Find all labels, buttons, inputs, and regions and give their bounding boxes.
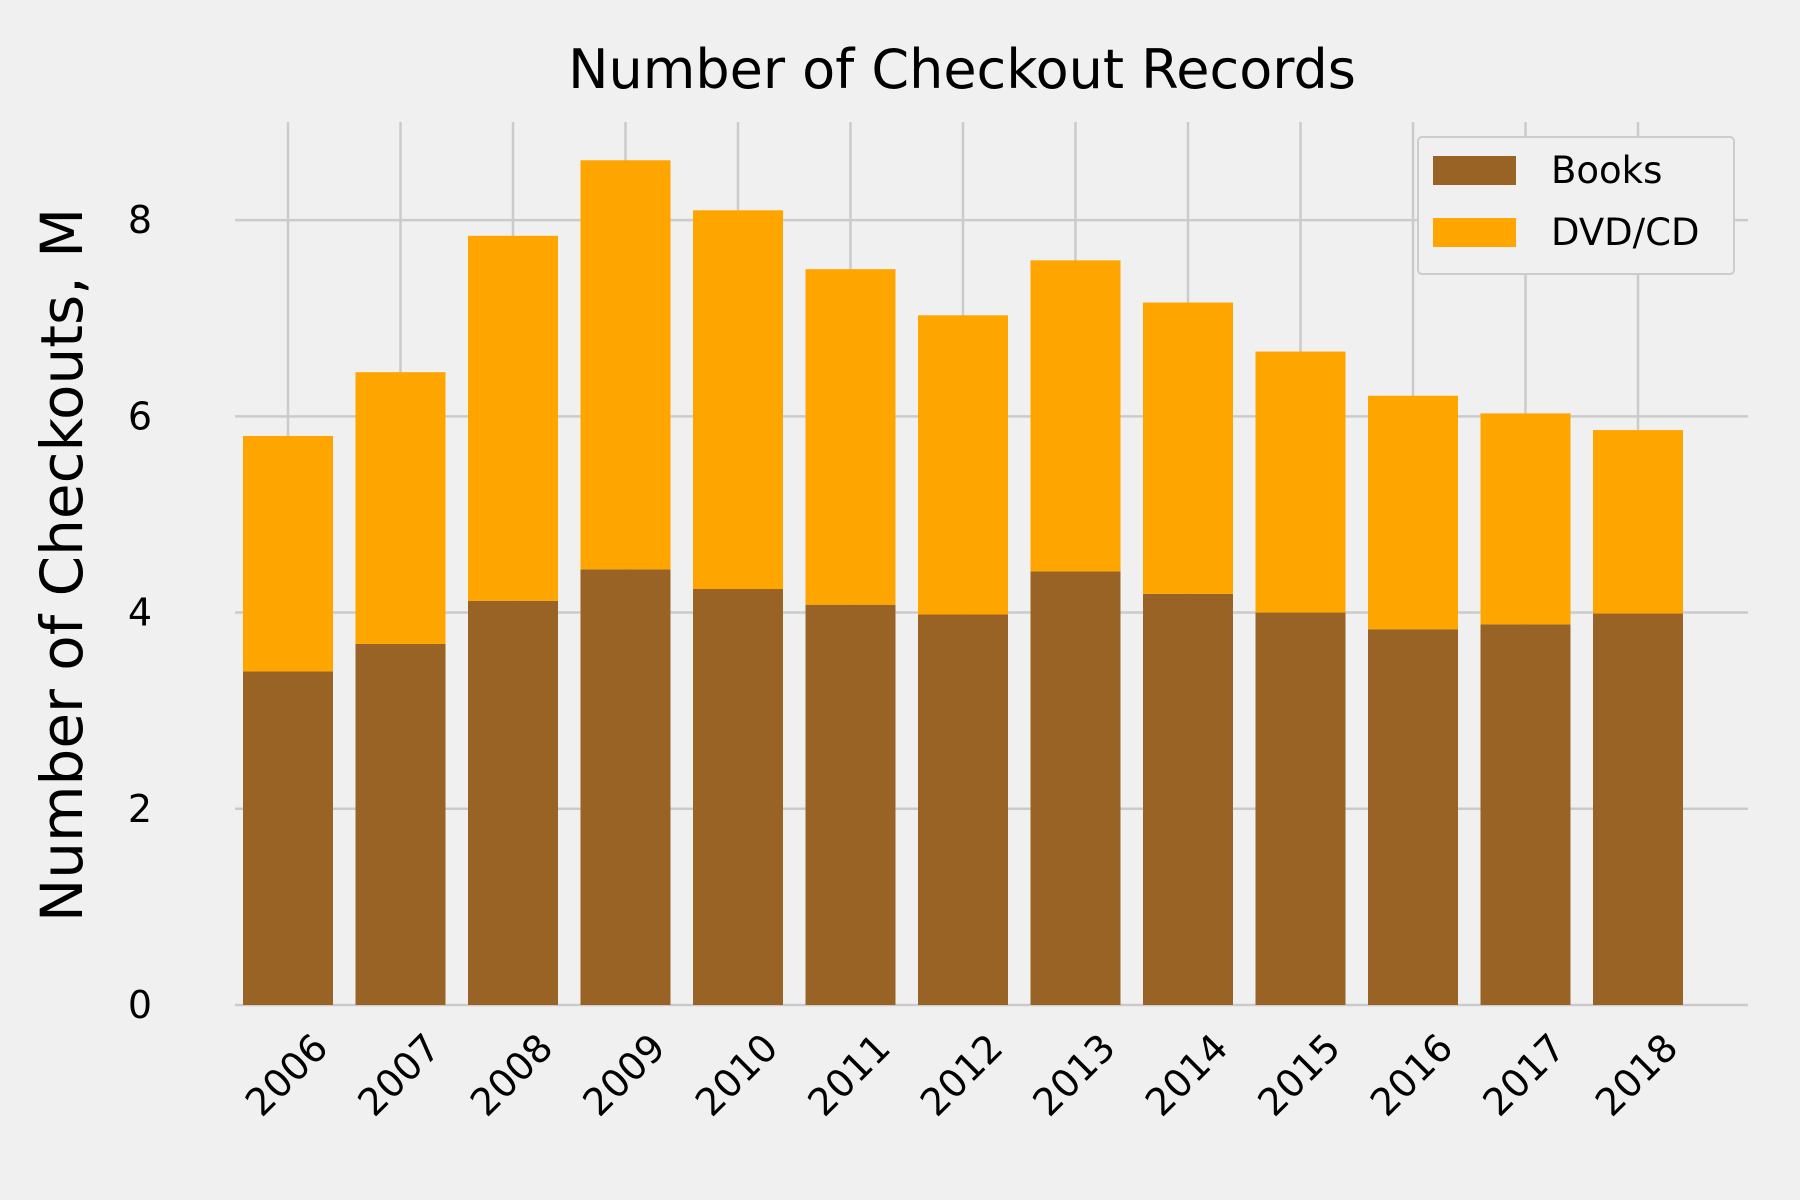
- bar-books-2014: [1143, 593, 1233, 1005]
- bar-dvd-cd-2008: [468, 235, 558, 601]
- y-tick-label: 8: [128, 198, 152, 242]
- y-tick-label: 6: [128, 394, 152, 438]
- legend-swatch: [1433, 218, 1516, 247]
- bar-dvd-cd-2017: [1480, 413, 1571, 625]
- legend: Books DVD/CD: [1417, 136, 1735, 275]
- chart-title: Number of Checkout Records: [568, 38, 1356, 101]
- bar-books-2007: [355, 643, 446, 1005]
- bars: [243, 160, 1683, 1005]
- bar-books-2017: [1480, 624, 1571, 1005]
- bar-books-2015: [1255, 612, 1346, 1005]
- bar-books-2010: [693, 589, 783, 1005]
- bar-books-2013: [1030, 571, 1121, 1005]
- y-tick-label: 2: [128, 787, 152, 831]
- bar-dvd-cd-2007: [355, 372, 446, 644]
- y-axis-ticks: 0 2 4 6 8: [128, 198, 152, 1027]
- bar-dvd-cd-2018: [1593, 430, 1683, 614]
- legend-label: DVD/CD: [1551, 211, 1699, 254]
- bar-books-2009: [580, 569, 671, 1005]
- bar-books-2016: [1368, 629, 1458, 1005]
- bar-dvd-cd-2009: [580, 160, 671, 570]
- y-axis-label: Number of Checkouts, M: [28, 208, 96, 922]
- bar-books-2006: [243, 671, 333, 1005]
- bar-dvd-cd-2014: [1143, 302, 1233, 594]
- bar-books-2012: [918, 614, 1008, 1005]
- bar-dvd-cd-2010: [693, 210, 783, 590]
- legend-swatch: [1433, 156, 1516, 185]
- bar-dvd-cd-2013: [1030, 260, 1121, 572]
- bar-dvd-cd-2016: [1368, 395, 1458, 630]
- bar-dvd-cd-2011: [805, 269, 896, 605]
- bar-dvd-cd-2006: [243, 435, 333, 672]
- bar-dvd-cd-2012: [918, 315, 1008, 615]
- legend-label: Books: [1551, 149, 1662, 192]
- bar-books-2008: [468, 600, 558, 1005]
- y-tick-label: 0: [128, 983, 152, 1027]
- bar-books-2018: [1593, 613, 1683, 1005]
- bar-dvd-cd-2015: [1255, 351, 1346, 613]
- y-tick-label: 4: [128, 591, 152, 635]
- bar-books-2011: [805, 604, 896, 1005]
